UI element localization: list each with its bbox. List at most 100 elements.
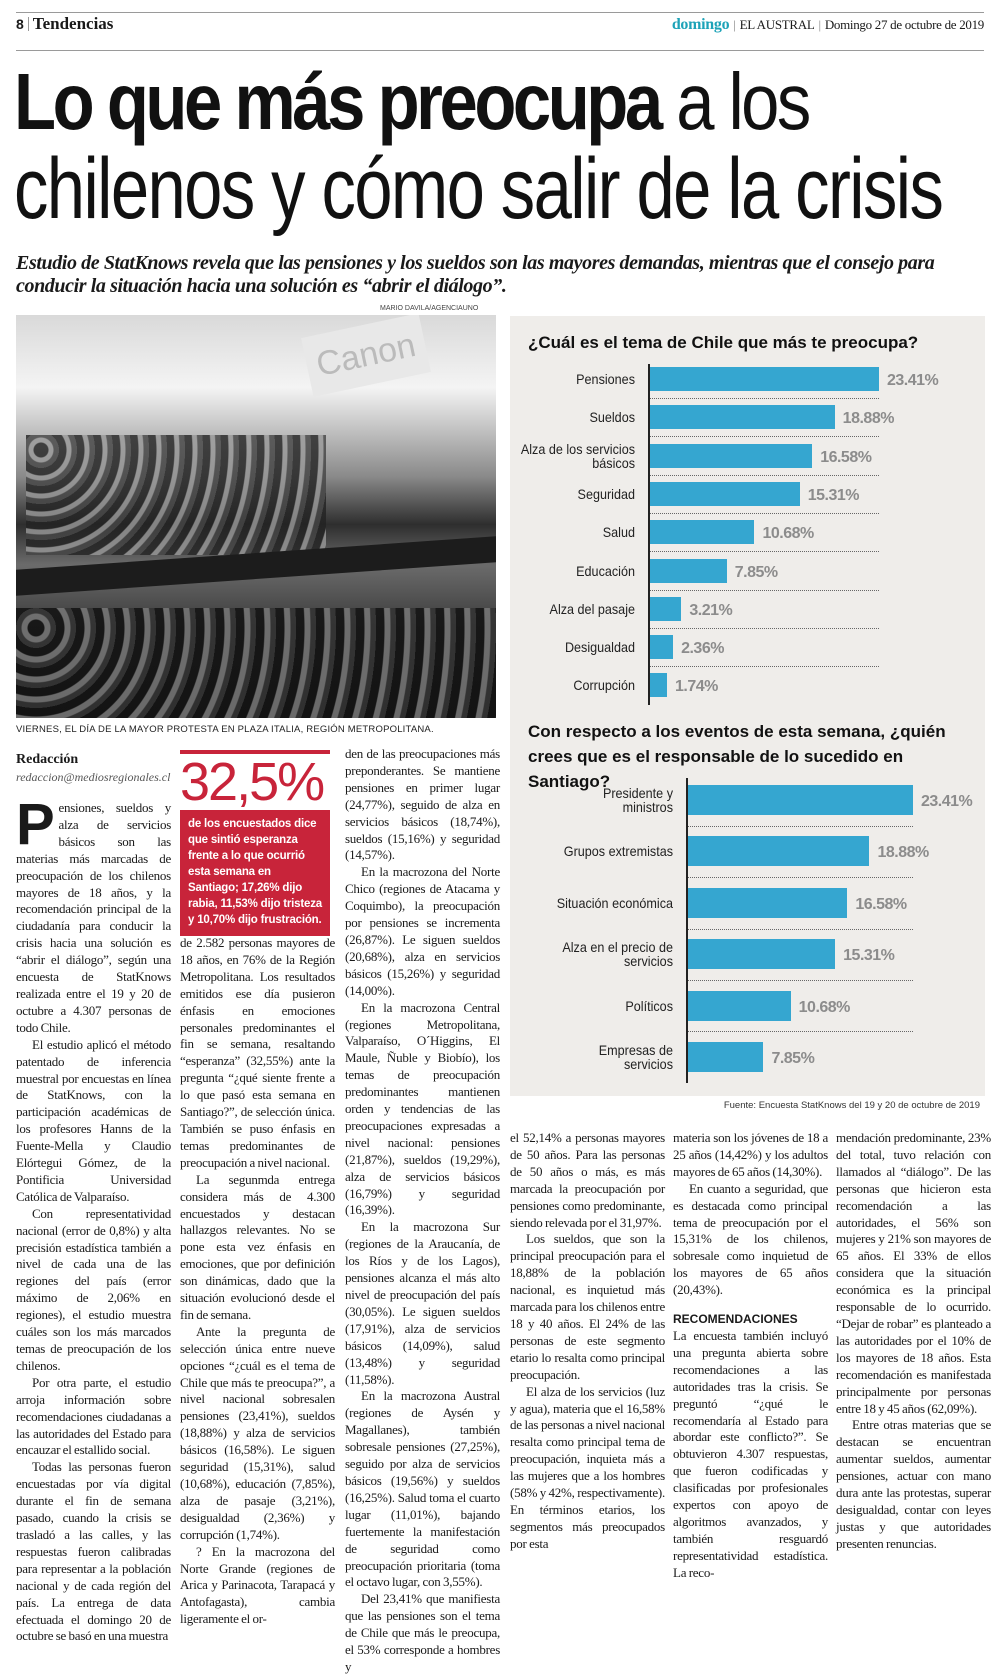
- article-paragraph: La encuesta también incluyó una pregunta…: [673, 1328, 828, 1582]
- chart-bar: [688, 887, 848, 918]
- article-column-3: den de las preocupaciones más prepondera…: [345, 746, 500, 1676]
- chart-bar: [650, 596, 682, 621]
- paragraph-text: La segunmda entrega considera más de 4.3…: [180, 1171, 335, 1322]
- bar-value-label: 10.68%: [798, 998, 851, 1016]
- author-name: Redacción: [16, 752, 79, 767]
- chart-bar: [688, 990, 791, 1021]
- paragraph-text: El estudio aplicó el método patentado de…: [16, 1036, 171, 1204]
- folio-divider: [27, 17, 29, 31]
- row-separator: [650, 474, 879, 476]
- row-separator: [688, 1031, 913, 1033]
- article-paragraph: de 2.582 personas mayores de 18 años, en…: [180, 935, 335, 1172]
- bar-value-label: 2.36%: [681, 640, 724, 658]
- article-paragraph: En la macrozona Central (regiones Metrop…: [345, 1000, 500, 1220]
- author-email[interactable]: redaccion@mediosregionales.cl: [16, 770, 171, 784]
- article-paragraph: ? En la macrozona del Norte Grande (regi…: [180, 1544, 335, 1629]
- paragraph-text: de 2.582 personas mayores de 18 años, en…: [180, 935, 335, 1170]
- header-top-rule: [16, 12, 984, 13]
- paragraph-text: mendación predominante, 23% del total, t…: [836, 1130, 991, 1416]
- headline-light: a los: [659, 57, 811, 146]
- row-separator: [650, 436, 879, 438]
- article-paragraph: Con representatividad nacional (error de…: [16, 1206, 171, 1375]
- bar-category-label: Seguridad: [577, 485, 635, 502]
- bar-value-label: 7.85%: [771, 1050, 815, 1067]
- masthead: domingo | EL AUSTRAL | Domingo 27 de oct…: [672, 16, 984, 34]
- article-paragraph: Los sueldos, que son la principal preocu…: [510, 1231, 665, 1383]
- chart-bar: [650, 635, 674, 660]
- infographic-panel: ¿Cuál es el tema de Chile que más te pre…: [510, 316, 985, 1096]
- section-subheading: RECOMENDACIONES: [673, 1312, 798, 1327]
- bar-category-label: Salud: [602, 524, 635, 541]
- article-column-6: mendación predominante, 23% del total, t…: [836, 1130, 991, 1553]
- bar-value-label: 18.88%: [877, 844, 929, 862]
- bar-category-label: Alza del pasaje: [549, 600, 635, 617]
- row-separator: [688, 825, 913, 827]
- photo-crowd: [16, 608, 496, 718]
- row-separator: [688, 979, 913, 981]
- article-paragraph: Ante la pregunta de selección única entr…: [180, 1324, 335, 1544]
- chart-bar: [650, 481, 800, 506]
- article-paragraph: El alza de los servicios (luz y agua), m…: [510, 1384, 665, 1553]
- bar-category-label: Presidente y ministros: [602, 785, 673, 815]
- paragraph-text: Ante la pregunta de selección única entr…: [180, 1323, 335, 1542]
- article-column-2: de 2.582 personas mayores de 18 años, en…: [180, 935, 335, 1628]
- chart-title: Con respecto a los eventos de esta seman…: [528, 722, 946, 791]
- bar-value-label: 3.21%: [689, 601, 733, 619]
- article-paragraph: Por otra parte, el estudio arroja inform…: [16, 1375, 171, 1460]
- drop-cap: P: [16, 792, 55, 857]
- article-paragraph: el 52,14% a personas mayores de 50 años.…: [510, 1130, 665, 1231]
- bar-category-label: Pensiones: [576, 371, 635, 387]
- article-paragraph: materia son los jóvenes de 18 a 25 años …: [673, 1130, 828, 1181]
- article-paragraph: den de las preocupaciones más prepondera…: [345, 746, 500, 864]
- article-paragraph: En cuanto a seguridad, que es destacada …: [673, 1181, 828, 1299]
- highlight-stat: 32,5% de los encuestados dice que sintió…: [180, 750, 330, 936]
- article-paragraph: Todas las personas fueron encuestadas po…: [16, 1459, 171, 1645]
- bar-category-label: Educación: [576, 562, 635, 579]
- stat-number: 32,5%: [180, 752, 325, 812]
- paragraph-text: El alza de los servicios (luz y agua), m…: [510, 1383, 665, 1551]
- dek: Estudio de StatKnows revela que las pens…: [16, 252, 935, 297]
- row-separator: [688, 928, 913, 930]
- bar-value-label: 15.31%: [843, 947, 895, 965]
- stat-text: de los encuestados dice que sintió esper…: [180, 810, 330, 936]
- paragraph-text: En la macrozona del Norte Chico (regione…: [345, 864, 500, 998]
- bar-value-label: 16.58%: [855, 895, 907, 913]
- bar-value-label: 23.41%: [887, 372, 939, 389]
- bar-value-label: 18.88%: [842, 410, 895, 428]
- chart-bar: [650, 558, 727, 583]
- photo-billboard: Canon: [301, 315, 431, 397]
- section-name: Tendencias: [32, 14, 114, 33]
- chart-bar: [688, 1042, 764, 1072]
- paragraph-text: La encuesta también incluyó una pregunta…: [673, 1327, 828, 1580]
- header-bottom-rule: [16, 50, 984, 51]
- bar-value-label: 1.74%: [675, 678, 718, 696]
- article-paragraph: La segunmda entrega considera más de 4.3…: [180, 1172, 335, 1324]
- article-paragraph: El estudio aplicó el método patentado de…: [16, 1037, 171, 1206]
- chart-axis: [648, 363, 650, 705]
- paragraph-text: den de las preocupaciones más prepondera…: [345, 746, 500, 863]
- bar-category-label: Grupos extremistas: [563, 843, 673, 860]
- bar-category-label: Políticos: [625, 997, 673, 1014]
- bar-category-label: Sueldos: [589, 409, 635, 426]
- newspaper-name: EL AUSTRAL: [739, 17, 815, 32]
- chart-source: Fuente: Encuesta StatKnows del 19 y 20 d…: [723, 1100, 980, 1111]
- paragraph-text: En la macrozona Sur (regiones de la Arau…: [345, 1219, 500, 1387]
- article-paragraph: En la macrozona Sur (regiones de la Arau…: [345, 1219, 500, 1388]
- paragraph-text: ensiones, sueldos y alza de servicios bá…: [16, 800, 171, 1035]
- paragraph-text: ? En la macrozona del Norte Grande (regi…: [180, 1543, 335, 1627]
- article-column-5: materia son los jóvenes de 18 a 25 años …: [673, 1130, 828, 1582]
- paragraph-text: Los sueldos, que son la principal preocu…: [510, 1231, 665, 1382]
- row-separator: [650, 627, 879, 629]
- article-column-4: el 52,14% a personas mayores de 50 años.…: [510, 1130, 665, 1553]
- paragraph-text: En cuanto a seguridad, que es destacada …: [673, 1180, 828, 1298]
- protest-photo: Canon: [16, 315, 496, 718]
- paragraph-text: Con representatividad nacional (error de…: [16, 1205, 171, 1373]
- bar-value-label: 7.85%: [734, 563, 778, 581]
- headline-line-2: chilenos y cómo salir de la crisis: [14, 141, 944, 237]
- chart-axis: [686, 778, 688, 1083]
- row-separator: [650, 551, 879, 553]
- paragraph-text: En la macrozona Central (regiones Metrop…: [345, 999, 500, 1218]
- article-paragraph: Entre otras materias que se destacan se …: [836, 1417, 991, 1552]
